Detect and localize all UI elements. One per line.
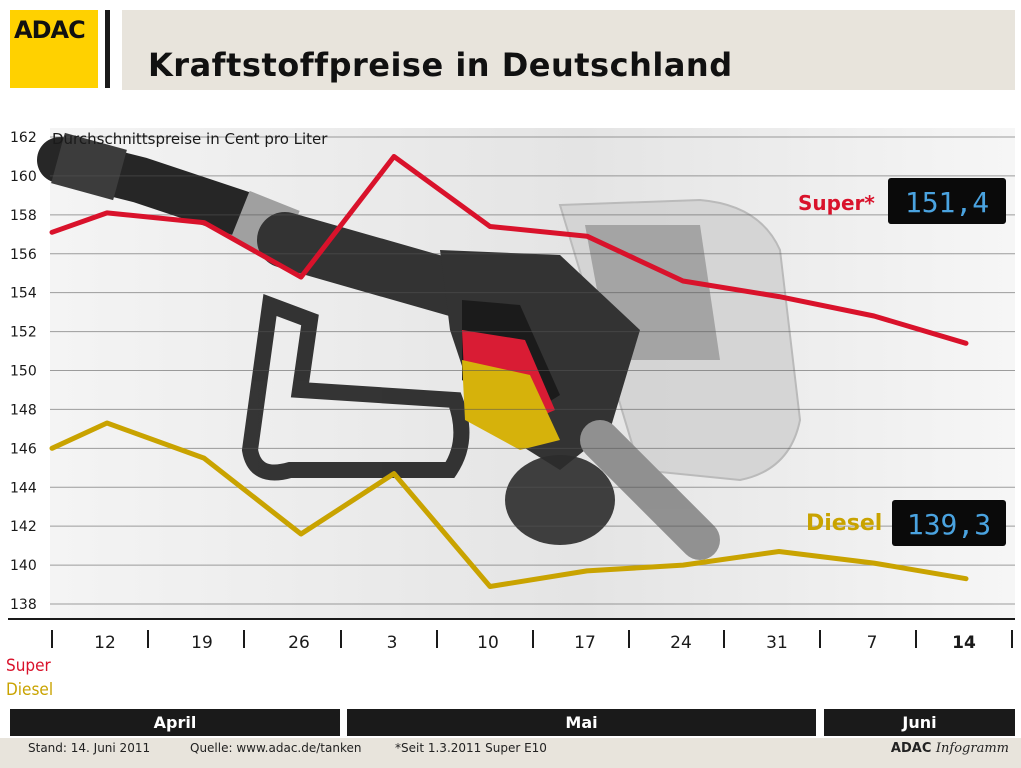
x-tick-label: 17 bbox=[574, 633, 596, 653]
y-tick-label: 156 bbox=[10, 247, 37, 263]
y-tick-label: 158 bbox=[10, 208, 37, 224]
diesel-row-label: Diesel bbox=[6, 680, 54, 700]
footer-bar bbox=[0, 738, 1021, 768]
y-tick-label: 154 bbox=[10, 286, 37, 302]
super-value-label: 154,8 bbox=[275, 658, 324, 660]
super-value-label: 153,8 bbox=[753, 658, 802, 660]
y-tick-label: 162 bbox=[10, 130, 37, 146]
month-mai: Mai bbox=[347, 709, 816, 736]
x-axis-labels: 12 19 26 3 10 17 24 31 7 14 bbox=[51, 630, 1013, 653]
x-tick-label: 12 bbox=[94, 633, 116, 653]
x-tick-label: 14 bbox=[952, 633, 976, 653]
x-tick-label: 26 bbox=[288, 633, 310, 653]
super-value-label: 156,9 bbox=[561, 658, 610, 660]
super-digital-value: 151,4 bbox=[905, 186, 989, 219]
title-bar bbox=[122, 10, 1015, 90]
super-value-label: 158,1 bbox=[81, 658, 130, 660]
x-tick-label: 31 bbox=[766, 633, 788, 653]
super-row-label: Super bbox=[6, 656, 51, 676]
logo-divider bbox=[105, 10, 110, 88]
y-tick-label: 138 bbox=[10, 597, 37, 613]
fuel-nozzle-illustration bbox=[37, 132, 802, 560]
grid-lines bbox=[50, 136, 1015, 605]
super-value-label: 151,4 bbox=[940, 658, 989, 660]
super-value-label: 157,4 bbox=[464, 658, 513, 660]
footer-source: Quelle: www.adac.de/tanken bbox=[190, 741, 362, 755]
footer-note: *Seit 1.3.2011 Super E10 bbox=[395, 741, 547, 755]
x-tick-label: 19 bbox=[191, 633, 213, 653]
y-tick-label: 150 bbox=[10, 364, 37, 380]
adac-logo: ADAC bbox=[10, 10, 98, 88]
y-tick-label: 160 bbox=[10, 169, 37, 185]
chart-title: Kraftstoffpreise in Deutschland bbox=[148, 46, 733, 84]
y-axis-ticks: 162 160 158 156 154 152 150 148 146 144 142 140 138 bbox=[10, 130, 37, 613]
month-april: April bbox=[10, 709, 340, 736]
super-value-label: 152,8 bbox=[848, 658, 897, 660]
price-chart: 162160158156154152150148146144142140138 … bbox=[8, 128, 1015, 660]
x-tick-label: 24 bbox=[670, 633, 692, 653]
footer-brand: ADAC Infogramm bbox=[891, 741, 1009, 756]
y-tick-label: 146 bbox=[10, 441, 37, 457]
super-digital-display bbox=[888, 178, 1006, 224]
super-legend-label: Super* bbox=[798, 191, 875, 215]
footer-stand: Stand: 14. Juni 2011 bbox=[28, 741, 151, 755]
chart-subtitle: Durchschnittspreise in Cent pro Liter bbox=[52, 130, 328, 148]
diesel-digital-display bbox=[892, 500, 1006, 546]
super-value-label: 161,0 bbox=[368, 658, 417, 660]
super-value-label: 157,9 bbox=[178, 658, 227, 660]
x-tick-label: 10 bbox=[477, 633, 499, 653]
series-lines bbox=[49, 154, 969, 589]
diesel-digital-value: 139,3 bbox=[907, 508, 991, 541]
x-tick-label: 3 bbox=[387, 633, 398, 653]
month-juni: Juni bbox=[824, 709, 1015, 736]
x-tick-label: 7 bbox=[867, 633, 878, 653]
y-tick-label: 144 bbox=[10, 480, 37, 496]
footer-brand-name: ADAC bbox=[890, 741, 932, 756]
value-table: 158,1 157,9 154,8 161,0 157,4 156,9 154,4 153,8… bbox=[81, 658, 989, 660]
footer-brand-suffix: Infogramm bbox=[935, 741, 1009, 756]
diesel-legend-label: Diesel bbox=[806, 511, 882, 536]
y-tick-label: 152 bbox=[10, 325, 37, 341]
logo-text: ADAC bbox=[14, 16, 86, 44]
super-value-label: 154,4 bbox=[657, 658, 706, 660]
y-tick-label: 148 bbox=[10, 402, 37, 418]
y-tick-label: 142 bbox=[10, 519, 37, 535]
y-tick-label: 140 bbox=[10, 558, 37, 574]
